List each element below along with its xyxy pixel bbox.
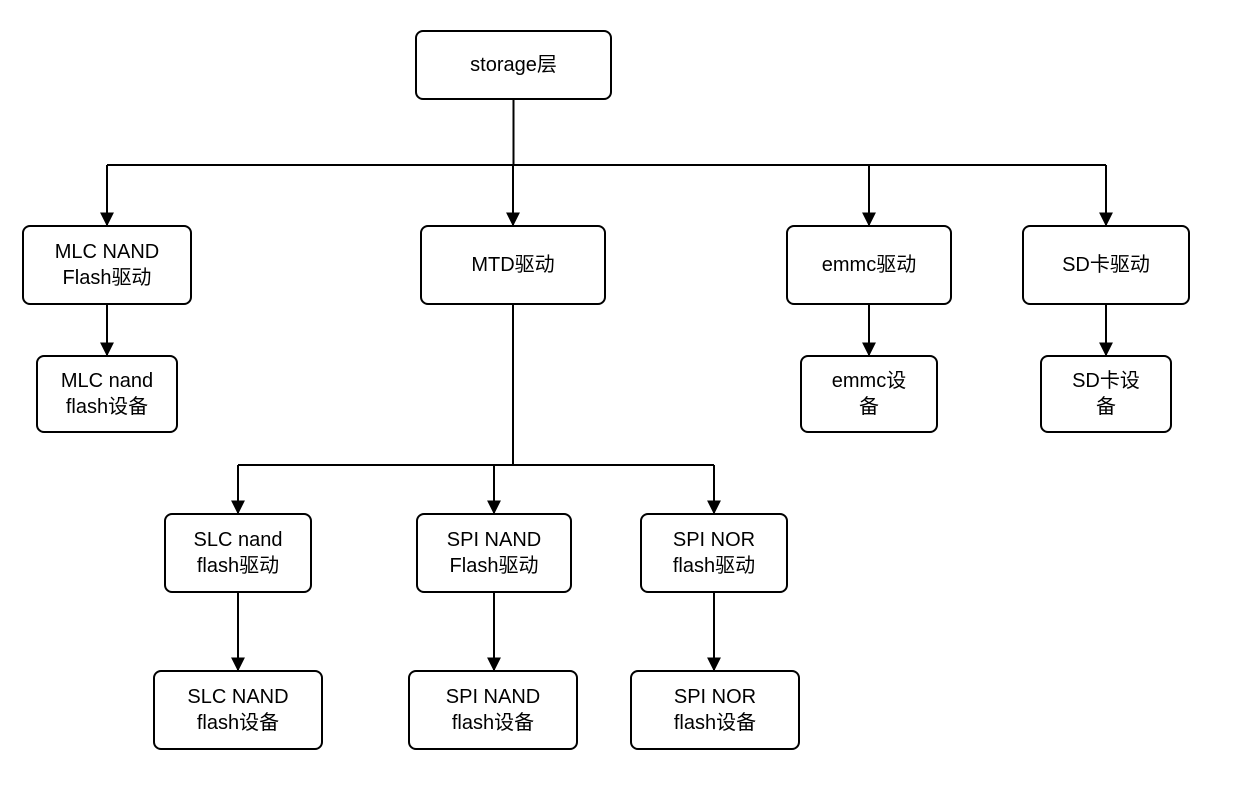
node-mtd_drv: MTD驱动	[420, 225, 606, 305]
node-slc_dev: SLC NANDflash设备	[153, 670, 323, 750]
node-label: SLC NANDflash设备	[187, 684, 288, 736]
node-mlc_drv: MLC NANDFlash驱动	[22, 225, 192, 305]
node-slc_drv: SLC nandflash驱动	[164, 513, 312, 593]
node-sd_dev: SD卡设备	[1040, 355, 1172, 433]
node-label: storage层	[470, 52, 557, 78]
node-root: storage层	[415, 30, 612, 100]
node-label: SPI NANDflash设备	[446, 684, 540, 736]
node-label: emmc驱动	[822, 252, 916, 278]
node-sd_drv: SD卡驱动	[1022, 225, 1190, 305]
node-label: SD卡设备	[1072, 368, 1140, 420]
node-label: SPI NANDFlash驱动	[447, 527, 541, 579]
node-label: SD卡驱动	[1062, 252, 1150, 278]
node-label: MLC NANDFlash驱动	[55, 239, 159, 291]
node-mlc_dev: MLC nandflash设备	[36, 355, 178, 433]
node-label: SPI NORflash驱动	[673, 527, 755, 579]
node-label: MLC nandflash设备	[61, 368, 153, 420]
node-emmc_drv: emmc驱动	[786, 225, 952, 305]
node-label: SPI NORflash设备	[674, 684, 756, 736]
node-emmc_dev: emmc设备	[800, 355, 938, 433]
node-label: SLC nandflash驱动	[194, 527, 283, 579]
node-spinor_drv: SPI NORflash驱动	[640, 513, 788, 593]
node-label: MTD驱动	[471, 252, 554, 278]
node-label: emmc设备	[832, 368, 906, 420]
node-spinand_drv: SPI NANDFlash驱动	[416, 513, 572, 593]
node-spinand_dev: SPI NANDflash设备	[408, 670, 578, 750]
node-spinor_dev: SPI NORflash设备	[630, 670, 800, 750]
